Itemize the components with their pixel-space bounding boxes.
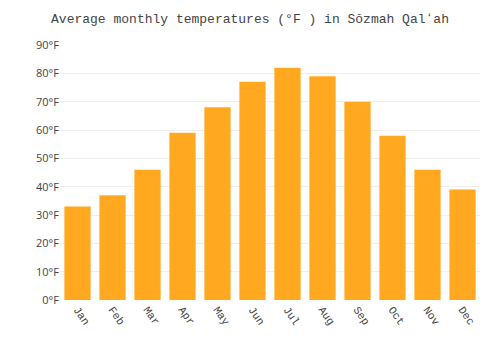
svg-text:Nov: Nov <box>421 304 442 327</box>
svg-text:Oct: Oct <box>386 304 407 327</box>
svg-text:90°F: 90°F <box>36 37 59 52</box>
svg-text:80°F: 80°F <box>36 65 59 80</box>
svg-text:30°F: 30°F <box>36 207 59 222</box>
svg-text:Aug: Aug <box>316 304 337 327</box>
svg-text:Apr: Apr <box>176 304 197 327</box>
svg-text:Jul: Jul <box>281 304 302 327</box>
svg-text:70°F: 70°F <box>36 94 59 109</box>
svg-text:Jun: Jun <box>246 304 267 327</box>
svg-text:20°F: 20°F <box>36 235 59 250</box>
svg-text:May: May <box>211 304 232 327</box>
svg-text:0°F: 0°F <box>42 292 59 307</box>
svg-text:Dec: Dec <box>456 304 477 327</box>
svg-text:60°F: 60°F <box>36 122 59 137</box>
svg-text:40°F: 40°F <box>36 179 59 194</box>
svg-text:Feb: Feb <box>106 304 127 327</box>
svg-text:Sep: Sep <box>351 304 372 327</box>
svg-text:10°F: 10°F <box>36 264 59 279</box>
svg-text:Mar: Mar <box>141 304 162 327</box>
svg-text:Jan: Jan <box>71 304 92 327</box>
svg-text:50°F: 50°F <box>36 150 59 165</box>
svg-text:Average monthly temperatures (: Average monthly temperatures (°F ) in Sŏ… <box>51 12 449 27</box>
